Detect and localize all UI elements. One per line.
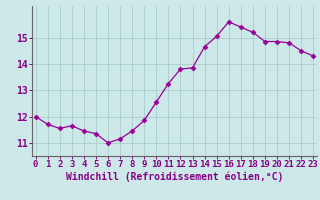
X-axis label: Windchill (Refroidissement éolien,°C): Windchill (Refroidissement éolien,°C) <box>66 172 283 182</box>
